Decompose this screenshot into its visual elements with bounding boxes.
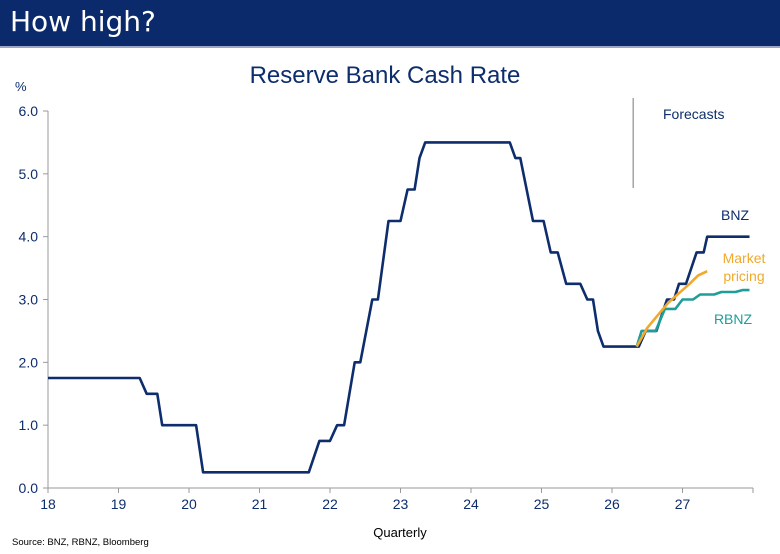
x-tick-label: 19 [111, 496, 127, 512]
series-line-market-pricing [635, 270, 708, 348]
label-rbnz: RBNZ [714, 311, 753, 327]
label-bnz: BNZ [721, 207, 749, 223]
x-tick-label: 26 [604, 496, 620, 512]
x-axis-label: Quarterly [373, 525, 427, 540]
x-tick-label: 21 [252, 496, 268, 512]
label-market-pricing: Market [723, 250, 766, 266]
y-tick-label: 4.0 [19, 229, 39, 245]
y-tick-label: 6.0 [19, 103, 39, 119]
y-tick-label: 5.0 [19, 166, 39, 182]
y-tick-label: 3.0 [19, 292, 39, 308]
x-tick-label: 25 [534, 496, 550, 512]
series-line-rbnz [635, 288, 750, 347]
x-tick-label: 27 [675, 496, 691, 512]
x-tick-label: 22 [322, 496, 338, 512]
source-note: Source: BNZ, RBNZ, Bloomberg [12, 537, 149, 548]
forecast-label: Forecasts [663, 106, 724, 122]
series-labels: BNZ Market pricing RBNZ [714, 207, 766, 327]
series-lines [48, 141, 750, 474]
x-tick-label: 24 [463, 496, 479, 512]
slide-header: How high? [0, 0, 780, 46]
header-rule [0, 46, 780, 48]
y-tick-label: 1.0 [19, 417, 39, 433]
y-tick-label: 2.0 [19, 354, 39, 370]
x-tick-label: 20 [181, 496, 197, 512]
slide-title: How high? [10, 5, 156, 38]
chart-title: Reserve Bank Cash Rate [250, 62, 521, 89]
x-tick-label: 23 [393, 496, 409, 512]
label-market-pricing: pricing [723, 268, 764, 284]
axes: 0.0 1.0 2.0 3.0 4.0 5.0 6.0 18 19 20 21 22 23 24 25 26 2… [19, 103, 754, 512]
x-tick-label: 18 [40, 496, 56, 512]
y-axis-unit: % [15, 79, 27, 94]
y-tick-label: 0.0 [19, 480, 39, 496]
series-line-bnz [48, 141, 750, 474]
